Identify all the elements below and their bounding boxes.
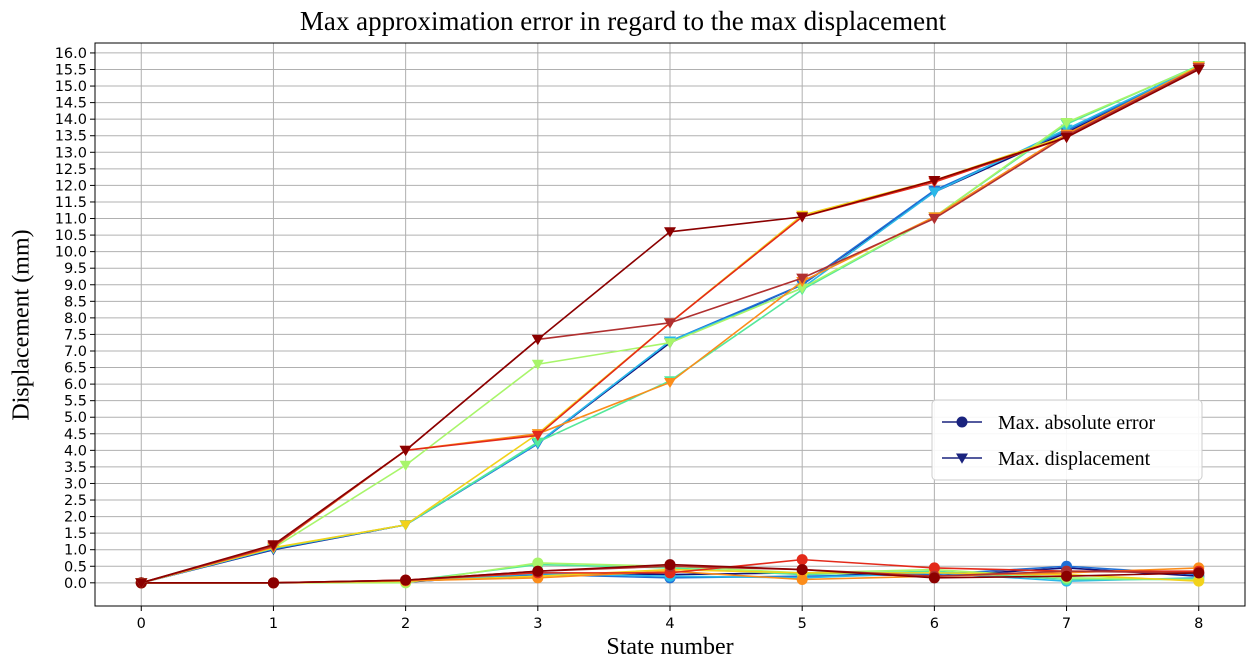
displacement-point <box>928 175 941 187</box>
displacement-point <box>796 283 809 294</box>
x-tick-label: 2 <box>401 616 410 632</box>
y-ticks: 0.00.51.01.52.02.53.03.54.04.55.05.56.06… <box>55 46 95 592</box>
error-point <box>1193 575 1205 587</box>
y-tick-label: 10.0 <box>55 245 87 261</box>
legend-label: Max. displacement <box>998 448 1151 470</box>
legend-entry: Max. absolute error <box>942 412 1156 434</box>
y-tick-label: 8.0 <box>64 311 87 327</box>
y-tick-label: 1.0 <box>64 543 87 559</box>
displacement-point <box>399 520 412 531</box>
x-tick-label: 4 <box>665 616 674 632</box>
x-tick-label: 8 <box>1194 616 1203 632</box>
y-tick-label: 15.5 <box>55 62 87 78</box>
x-ticks: 0 1 2 3 4 5 6 7 8 <box>137 606 1203 632</box>
y-tick-label: 3.5 <box>64 460 87 476</box>
legend-triangle-marker <box>956 453 968 464</box>
y-tick-label: 9.0 <box>64 278 87 294</box>
error-point <box>796 554 808 566</box>
y-tick-label: 15.0 <box>55 79 87 95</box>
displacement-point <box>664 227 676 238</box>
displacement-point <box>796 212 809 223</box>
y-tick-label: 10.5 <box>55 228 87 244</box>
error-point <box>1061 570 1073 582</box>
series-group <box>135 61 1205 589</box>
y-tick-label: 0.5 <box>64 559 87 575</box>
displacement-point <box>531 359 544 370</box>
x-axis-label: State number <box>606 634 734 660</box>
y-tick-label: 8.5 <box>64 294 87 310</box>
error-point <box>1193 567 1205 579</box>
displacement-point <box>1060 117 1073 129</box>
displacement-point <box>664 338 676 349</box>
legend-box <box>931 399 1203 481</box>
y-tick-label: 12.0 <box>55 178 87 194</box>
x-tick-label: 5 <box>798 616 807 632</box>
error-series-9 <box>135 559 1205 589</box>
y-tick-label: 6.5 <box>64 361 87 377</box>
legend-entry: Max. displacement <box>942 448 1151 470</box>
y-tick-label: 14.5 <box>55 96 87 112</box>
y-tick-label: 13.0 <box>55 145 87 161</box>
displacement-point <box>1192 64 1205 76</box>
displacement-point <box>664 318 676 329</box>
error-point <box>928 562 940 574</box>
error-point <box>532 565 544 577</box>
y-tick-label: 5.5 <box>64 394 87 410</box>
x-tick-label: 1 <box>269 616 278 632</box>
y-tick-label: 0.0 <box>64 576 87 592</box>
y-tick-label: 13.5 <box>55 129 87 145</box>
y-tick-label: 14.0 <box>55 112 87 128</box>
y-tick-label: 2.5 <box>64 493 87 509</box>
error-point <box>796 564 808 576</box>
chart-title: Max approximation error in regard to the… <box>299 6 947 36</box>
x-tick-label: 7 <box>1062 616 1071 632</box>
y-tick-label: 2.0 <box>64 510 87 526</box>
y-tick-label: 7.5 <box>64 327 87 343</box>
displacement-point <box>1060 132 1073 144</box>
y-tick-label: 3.0 <box>64 476 87 492</box>
y-tick-label: 9.5 <box>64 261 87 277</box>
displacement-point <box>928 214 941 225</box>
error-point <box>796 574 808 586</box>
error-point <box>928 572 940 584</box>
y-tick-label: 1.5 <box>64 526 87 542</box>
displacement-point <box>399 460 412 471</box>
y-tick-label: 5.0 <box>64 410 87 426</box>
y-tick-label: 12.5 <box>55 162 87 178</box>
displacement-point <box>664 377 676 389</box>
y-tick-label: 6.0 <box>64 377 87 393</box>
displacement-point <box>135 578 148 589</box>
error-point <box>267 577 279 589</box>
y-tick-label: 4.5 <box>64 427 87 443</box>
displacement-series-9 <box>135 64 1205 589</box>
y-tick-label: 11.0 <box>55 212 87 228</box>
legend-circle-marker <box>956 416 968 428</box>
displacement-point <box>267 540 280 551</box>
displacement-point <box>531 334 544 346</box>
displacement-point <box>399 445 412 457</box>
displacement-point <box>531 430 544 442</box>
error-point <box>400 574 412 586</box>
y-tick-label: 4.0 <box>64 443 87 459</box>
y-tick-label: 16.0 <box>55 46 87 62</box>
displacement-point <box>928 187 941 198</box>
displacement-point <box>531 437 544 448</box>
x-tick-label: 6 <box>930 616 939 632</box>
error-point <box>664 559 676 571</box>
error-point <box>532 557 544 569</box>
legend: Max. absolute error Max. displacement <box>931 399 1203 481</box>
y-tick-label: 7.0 <box>64 344 87 360</box>
x-tick-label: 3 <box>533 616 542 632</box>
y-tick-label: 11.5 <box>55 195 87 211</box>
displacement-point <box>796 273 809 284</box>
legend-label: Max. absolute error <box>998 412 1156 434</box>
x-tick-label: 0 <box>137 616 146 632</box>
